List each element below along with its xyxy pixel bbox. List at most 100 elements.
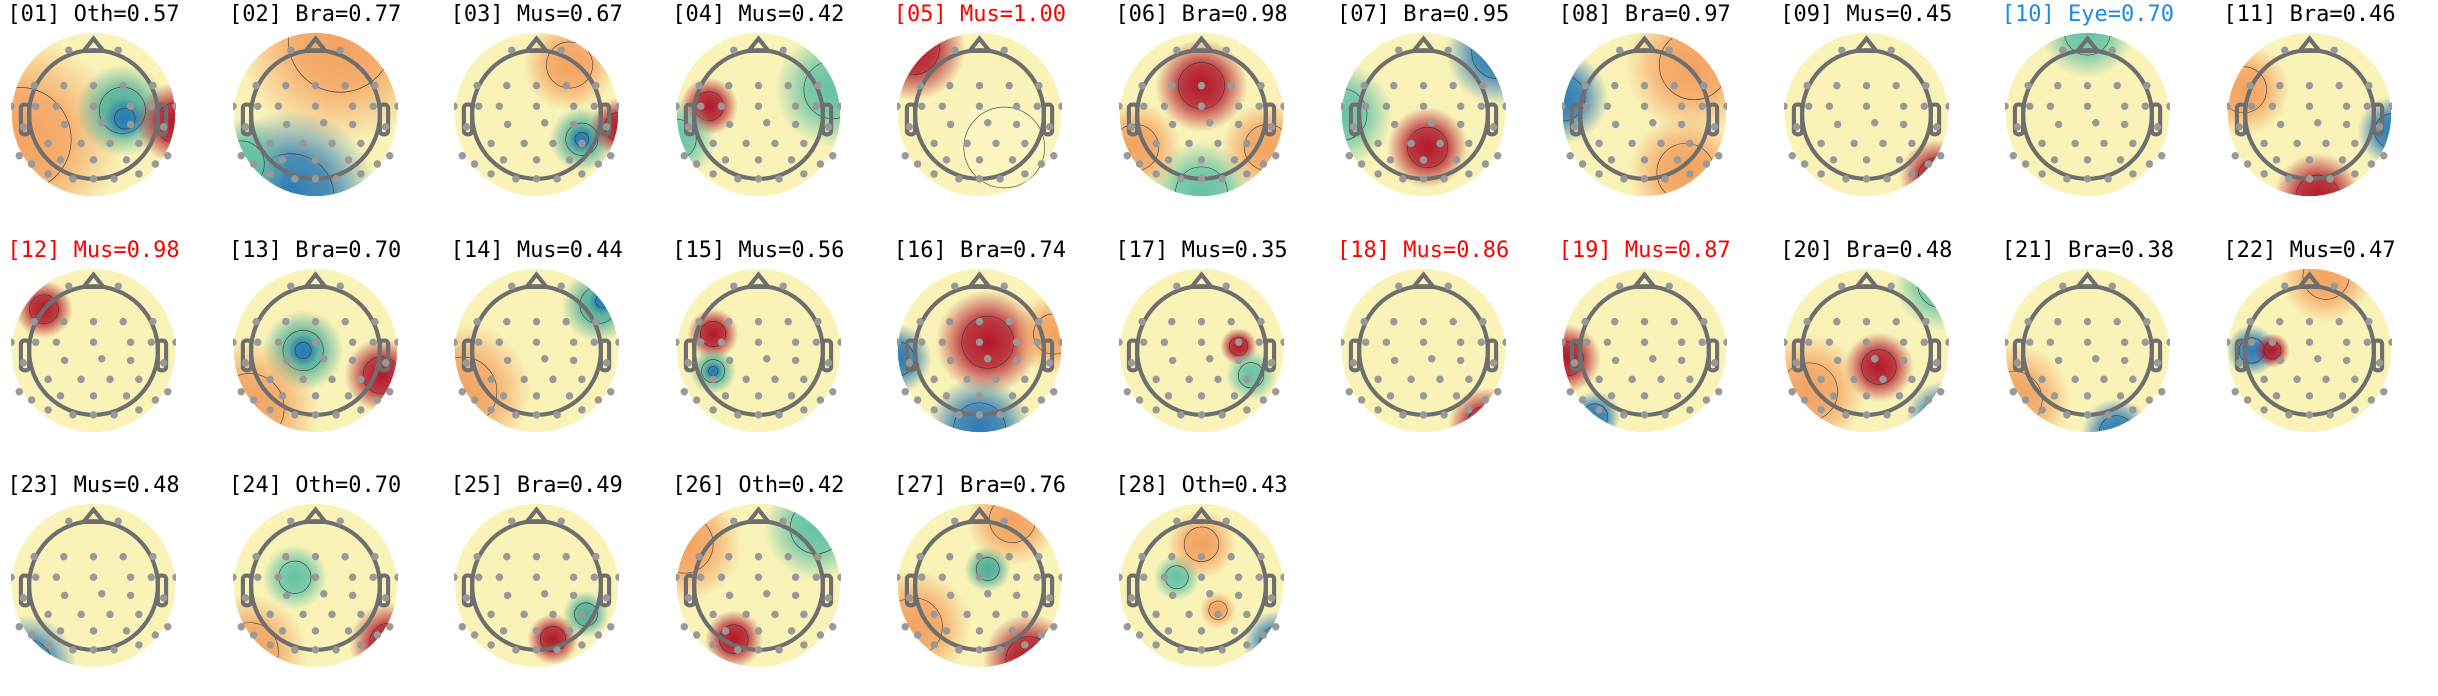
electrode-dot bbox=[1168, 317, 1176, 325]
electrode-dot bbox=[520, 610, 529, 619]
electrode-dot bbox=[754, 573, 763, 581]
electrode-dot bbox=[2005, 338, 2010, 346]
electrode-dot bbox=[791, 573, 800, 581]
electrode-dot bbox=[754, 646, 763, 654]
electrode-dot bbox=[901, 152, 910, 160]
electrode-dot bbox=[1140, 573, 1148, 581]
electrode-dot bbox=[462, 358, 471, 367]
electrode-dot bbox=[590, 102, 599, 110]
electrode-dot bbox=[2260, 375, 2268, 383]
electrode-dot bbox=[1257, 552, 1265, 561]
component-title: [17] Mus=0.35 bbox=[1115, 237, 1288, 263]
electrode-dot bbox=[1870, 119, 1879, 127]
electrode-dot bbox=[1234, 338, 1243, 346]
electrode-dot bbox=[1566, 152, 1575, 160]
electrode-dot bbox=[2104, 175, 2113, 183]
component-topomap: [21] Bra=0.38 bbox=[2002, 236, 2205, 461]
topomap bbox=[454, 268, 620, 432]
electrode-dot bbox=[943, 627, 951, 635]
electrode-dot bbox=[1607, 391, 1616, 400]
electrode-dot bbox=[159, 358, 168, 367]
electrode-dot bbox=[2227, 338, 2231, 346]
electrode-dot bbox=[813, 552, 822, 561]
electrode-dot bbox=[1013, 120, 1021, 129]
electrode-dot bbox=[1921, 81, 1930, 90]
electrode-dot bbox=[976, 552, 984, 561]
electrode-dot bbox=[733, 410, 742, 419]
electrode-dot bbox=[89, 317, 98, 325]
electrode-dot bbox=[1050, 152, 1058, 160]
electrode-dot bbox=[487, 375, 496, 383]
electrode-dot bbox=[897, 102, 902, 110]
electrode-dot bbox=[549, 610, 557, 619]
activation-blob bbox=[568, 125, 596, 154]
topomap bbox=[1783, 32, 1949, 197]
electrode-dot bbox=[327, 375, 336, 383]
electrode-dot bbox=[553, 410, 562, 419]
electrode-dot bbox=[696, 573, 705, 581]
electrode-dot bbox=[2063, 175, 2071, 183]
electrode-dot bbox=[1168, 120, 1177, 129]
electrode-dot bbox=[1243, 375, 1251, 383]
topomap bbox=[11, 32, 176, 197]
electrode-dot bbox=[512, 410, 520, 419]
electrode-dot bbox=[717, 102, 725, 110]
electrode-dot bbox=[2038, 170, 2047, 178]
electrode-dot bbox=[2129, 170, 2137, 178]
electrode-dot bbox=[1595, 139, 1604, 148]
electrode-dot bbox=[1665, 281, 1674, 290]
electrode-dot bbox=[992, 139, 1001, 148]
electrode-dot bbox=[709, 170, 717, 178]
electrode-dot bbox=[393, 338, 398, 346]
activation-blob bbox=[2255, 332, 2290, 368]
electrode-dot bbox=[1222, 517, 1230, 525]
electrode-dot bbox=[2276, 120, 2285, 129]
electrode-dot bbox=[15, 387, 23, 395]
electrode-dot bbox=[1612, 356, 1620, 364]
electrode-dot bbox=[1570, 123, 1579, 131]
electrode-dot bbox=[976, 573, 984, 581]
electrode-dot bbox=[475, 573, 483, 581]
electrode-dot bbox=[1566, 387, 1575, 395]
electrode-dot bbox=[557, 281, 566, 290]
electrode-dot bbox=[1197, 552, 1206, 561]
electrode-dot bbox=[60, 552, 68, 561]
electrode-dot bbox=[1456, 338, 1464, 346]
electrode-dot bbox=[11, 102, 15, 110]
component-topomap: [03] Mus=0.67 bbox=[451, 0, 654, 225]
electrode-dot bbox=[1021, 610, 1029, 619]
electrode-dot bbox=[1127, 594, 1136, 602]
electrode-dot bbox=[532, 391, 541, 400]
electrode-dot bbox=[2084, 81, 2092, 90]
electrode-dot bbox=[557, 46, 566, 54]
electrode-dot bbox=[11, 573, 15, 581]
electrode-dot bbox=[2026, 102, 2034, 110]
electrode-dot bbox=[1673, 391, 1682, 400]
electrode-dot bbox=[1817, 405, 1825, 414]
electrode-dot bbox=[784, 552, 792, 561]
electrode-dot bbox=[370, 317, 379, 325]
electrode-dot bbox=[495, 102, 504, 110]
electrode-dot bbox=[607, 152, 615, 160]
electrode-dot bbox=[1804, 338, 1813, 346]
component-topomap: [11] Bra=0.46 bbox=[2223, 0, 2427, 225]
electrode-dot bbox=[1825, 102, 1833, 110]
electrode-dot bbox=[695, 552, 703, 561]
electrode-dot bbox=[1243, 405, 1251, 414]
electrode-dot bbox=[771, 610, 779, 619]
electrode-dot bbox=[520, 375, 529, 383]
electrode-dot bbox=[348, 356, 356, 364]
electrode-dot bbox=[385, 387, 394, 395]
electrode-dot bbox=[603, 594, 611, 602]
electrode-dot bbox=[69, 646, 77, 654]
electrode-dot bbox=[2141, 102, 2150, 110]
electrode-dot bbox=[791, 591, 800, 600]
electrode-dot bbox=[1349, 123, 1357, 131]
electrode-dot bbox=[89, 627, 98, 635]
electrode-dot bbox=[1345, 387, 1353, 395]
electrode-dot bbox=[1862, 338, 1871, 346]
electrode-dot bbox=[1230, 391, 1239, 400]
electrode-dot bbox=[1058, 102, 1063, 110]
electrode-dot bbox=[791, 120, 800, 129]
electrode-dot bbox=[799, 139, 808, 148]
